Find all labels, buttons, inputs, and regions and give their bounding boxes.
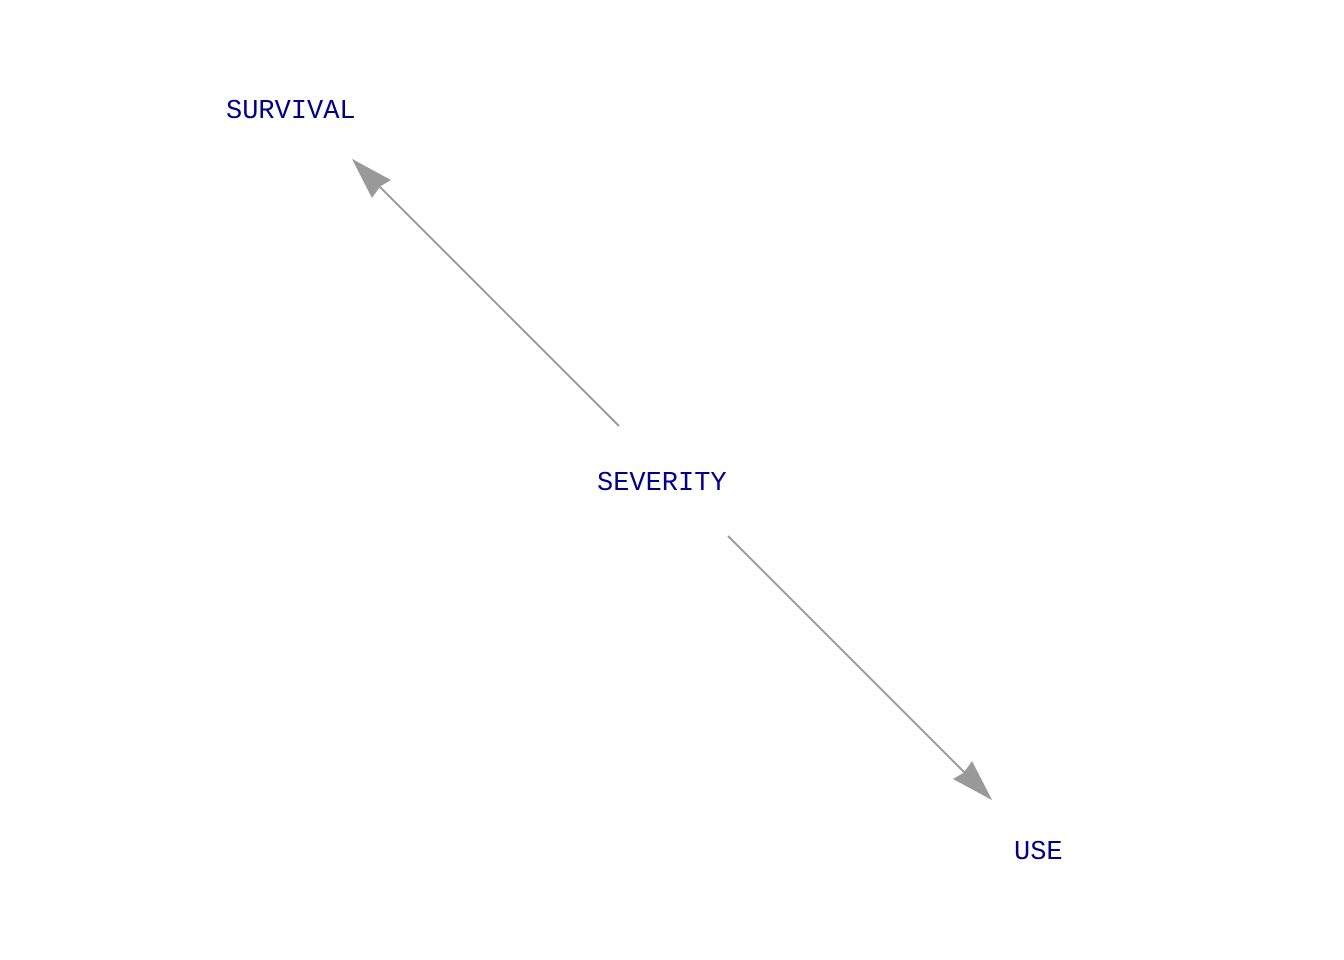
edge-line — [727, 535, 974, 782]
edge-line — [371, 178, 620, 427]
edge-severity-to-survival — [351, 158, 620, 427]
edge-severity-to-use — [727, 535, 993, 801]
node-severity: SEVERITY — [597, 469, 727, 499]
node-survival: SURVIVAL — [226, 97, 356, 127]
arrowhead-icon — [952, 761, 993, 801]
node-use: USE — [1014, 838, 1063, 868]
arrowhead-icon — [351, 158, 392, 198]
